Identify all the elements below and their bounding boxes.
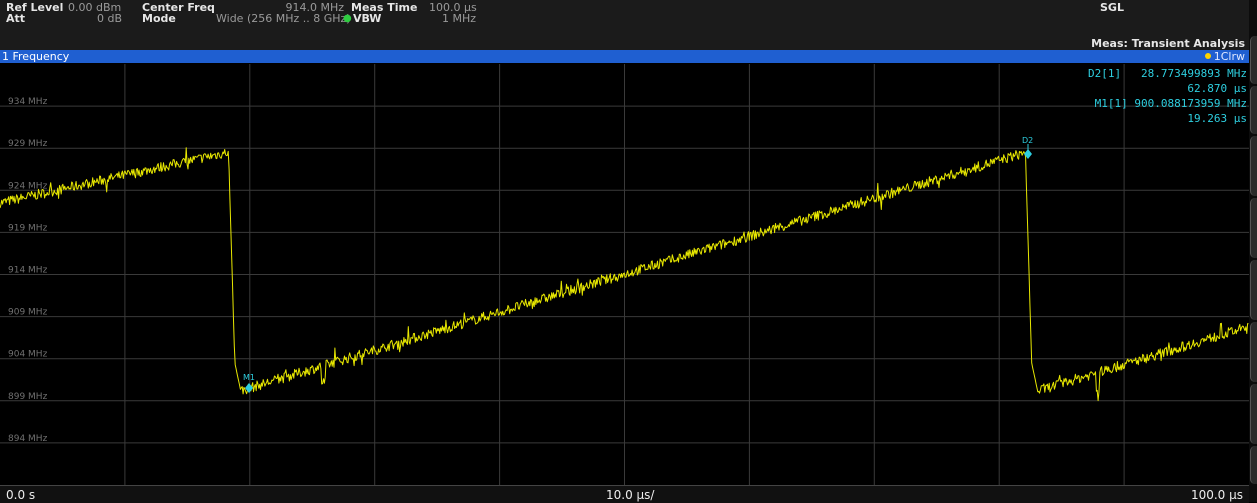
att-label: Att xyxy=(6,12,26,25)
instrument-header: Ref Level 0.00 dBm Att 0 dB Center Freq … xyxy=(0,0,1257,50)
plot-grid xyxy=(0,64,1249,485)
vbw-label: VBW xyxy=(353,12,382,25)
ref-level-value[interactable]: 0.00 dBm xyxy=(68,1,122,14)
x-axis-division: 10.0 µs/ xyxy=(606,488,655,502)
meas-mode-label[interactable]: Meas: Transient Analysis xyxy=(1091,37,1245,50)
marker-m1-row: M1[1] 900.088173959 MHz xyxy=(1088,96,1247,111)
marker-layer: M1 D2 xyxy=(243,136,1033,393)
marker-m1-time: 19.263 µs xyxy=(1187,112,1247,125)
y-axis-label: 904 MHz xyxy=(8,350,48,360)
marker-d2-icon[interactable] xyxy=(1024,149,1032,159)
ref-level-label: Ref Level xyxy=(6,1,64,14)
marker-d2-time: 62.870 µs xyxy=(1187,82,1247,95)
meas-time-label: Meas Time xyxy=(351,1,418,14)
trace-dot-icon xyxy=(1204,53,1211,59)
x-axis-end: 100.0 µs xyxy=(1190,488,1243,502)
marker-m1-name: M1[1] xyxy=(1094,97,1128,110)
y-axis-label: 914 MHz xyxy=(8,266,48,276)
mode-label: Mode xyxy=(142,12,176,25)
y-axis-label: 924 MHz xyxy=(8,181,48,191)
y-axis-label: 919 MHz xyxy=(8,223,48,233)
x-axis-bar: 0.0 s 10.0 µs/ 100.0 µs xyxy=(0,485,1249,503)
sgl-indicator: SGL xyxy=(1100,1,1124,14)
frequency-vs-time-plot[interactable]: 934 MHz 929 MHz 924 MHz 919 MHz 914 MHz 909 M… xyxy=(0,64,1249,485)
mode-value[interactable]: Wide (256 MHz .. 8 GHz) xyxy=(216,12,351,25)
att-value[interactable]: 0 dB xyxy=(96,12,122,25)
y-axis-label: 899 MHz xyxy=(8,392,48,402)
marker-m1-icon[interactable] xyxy=(245,383,253,393)
side-tab-1[interactable] xyxy=(1250,36,1257,84)
side-tab-8[interactable] xyxy=(1250,446,1257,484)
marker-m1-tag: M1 xyxy=(243,373,255,382)
marker-d2-tag: D2 xyxy=(1022,136,1033,145)
marker-d2-name: D2[1] xyxy=(1088,67,1122,80)
side-tab-3[interactable] xyxy=(1250,136,1257,196)
side-tab-5[interactable] xyxy=(1250,260,1257,320)
x-axis-start: 0.0 s xyxy=(6,488,36,502)
y-axis-label: 894 MHz xyxy=(8,434,48,444)
center-freq-value[interactable]: 914.0 MHz xyxy=(285,1,344,14)
window-title-bar[interactable]: 1 Frequency 1Clrw xyxy=(0,50,1249,63)
marker-m1-freq: 900.088173959 MHz xyxy=(1134,97,1247,110)
center-freq-label: Center Freq xyxy=(142,1,215,14)
y-axis-label: 929 MHz xyxy=(8,139,48,149)
trace-mode-label: 1Clrw xyxy=(1213,50,1245,63)
meas-time-value[interactable]: 100.0 µs xyxy=(429,1,477,14)
vbw-indicator-icon: ● xyxy=(343,13,352,24)
marker-d2-row: D2[1] 28.773499893 MHz xyxy=(1088,66,1247,81)
vbw-value[interactable]: 1 MHz xyxy=(441,12,476,25)
side-tab-6[interactable] xyxy=(1250,322,1257,382)
side-tab-7[interactable] xyxy=(1250,384,1257,444)
side-tab-4[interactable] xyxy=(1250,198,1257,258)
window-title: 1 Frequency xyxy=(2,50,70,63)
y-axis-label: 909 MHz xyxy=(8,308,48,318)
marker-table[interactable]: D2[1] 28.773499893 MHz 62.870 µs M1[1] 9… xyxy=(1088,66,1247,126)
trace-indicator[interactable]: 1Clrw xyxy=(1204,50,1245,63)
marker-d2-freq: 28.773499893 MHz xyxy=(1141,67,1247,80)
side-tab-2[interactable] xyxy=(1250,86,1257,134)
y-axis-labels: 934 MHz 929 MHz 924 MHz 919 MHz 914 MHz 909 M… xyxy=(8,97,48,444)
y-axis-label: 934 MHz xyxy=(8,97,48,107)
trace-1-frequency xyxy=(0,147,1249,402)
